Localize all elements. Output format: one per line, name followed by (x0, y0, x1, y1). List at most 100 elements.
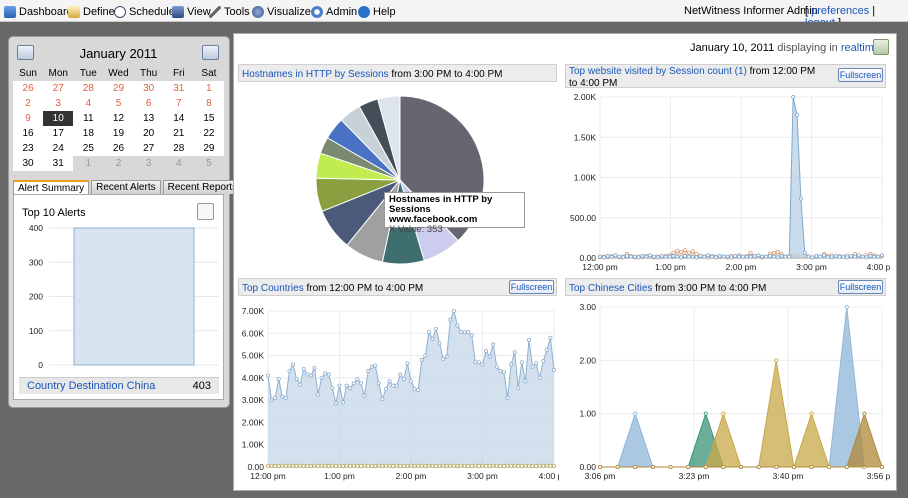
panel-title[interactable]: Top Countries (242, 283, 304, 294)
panel-title[interactable]: Hostnames in HTTP by Sessions (242, 69, 389, 80)
fullscreen-button[interactable]: Fullscreen (509, 280, 554, 294)
calendar-day[interactable]: 19 (103, 126, 134, 141)
menu-schedule[interactable]: Schedule (114, 4, 175, 19)
data-point (373, 363, 378, 368)
calendar-day[interactable]: 13 (133, 111, 164, 126)
calendar-day[interactable]: 27 (43, 81, 74, 96)
data-point (319, 375, 324, 380)
data-point (459, 463, 464, 468)
data-point (462, 330, 467, 335)
calendar-day[interactable]: 30 (133, 81, 164, 96)
calendar-day[interactable]: 27 (133, 141, 164, 156)
data-point (269, 463, 274, 468)
data-point (675, 254, 680, 259)
data-point (526, 463, 531, 468)
data-point (426, 463, 431, 468)
data-point (737, 254, 742, 259)
calendar-day-selected[interactable]: 10 (43, 111, 74, 126)
calendar-day[interactable]: 11 (73, 111, 104, 126)
refresh-icon[interactable] (873, 39, 889, 55)
calendar-day[interactable]: 22 (193, 126, 224, 141)
calendar-day[interactable]: 30 (13, 156, 44, 171)
calendar-day[interactable]: 31 (43, 156, 74, 171)
data-point (480, 362, 485, 367)
y-tick-label: 400 (29, 223, 43, 233)
calendar-day[interactable]: 6 (133, 96, 164, 111)
y-tick-label: 3.00 (579, 302, 596, 312)
calendar-day[interactable]: 8 (193, 96, 224, 111)
data-point (837, 254, 842, 259)
series-area (600, 360, 882, 467)
calendar-day[interactable]: 7 (163, 96, 194, 111)
y-tick-label: 5.00K (242, 351, 265, 361)
data-point (358, 381, 363, 386)
menu-dashboard[interactable]: Dashboard (4, 4, 73, 19)
calendar-day[interactable]: 5 (193, 156, 224, 171)
realtime-link[interactable]: realtime (840, 42, 880, 54)
calendar-day[interactable]: 1 (73, 156, 104, 171)
data-point (416, 463, 421, 468)
calendar-day[interactable]: 15 (193, 111, 224, 126)
menu-visualize[interactable]: Visualize (252, 4, 311, 19)
next-month-button[interactable] (202, 45, 219, 60)
menu-admin[interactable]: Admin (311, 4, 357, 19)
calendar-day[interactable]: 9 (13, 111, 44, 126)
calendar-day[interactable]: 5 (103, 96, 134, 111)
calendar-day[interactable]: 26 (13, 81, 44, 96)
data-point (451, 308, 456, 313)
calendar-day[interactable]: 25 (73, 141, 104, 156)
calendar-day[interactable]: 21 (163, 126, 194, 141)
calendar-day[interactable]: 28 (73, 81, 104, 96)
calendar-day[interactable]: 2 (13, 96, 44, 111)
calendar-day[interactable]: 17 (43, 126, 74, 141)
panel-title[interactable]: Top website visited by Session count (1) (569, 66, 747, 77)
dashboard-icon (4, 5, 16, 18)
calendar-day[interactable]: 4 (163, 156, 194, 171)
calendar-day[interactable]: 3 (43, 96, 74, 111)
data-point (791, 95, 796, 100)
tooltip-value: X Value: 353 (389, 224, 443, 235)
y-tick-label: 6.00K (242, 328, 265, 338)
alert-link[interactable]: Country Destination China (27, 380, 156, 392)
calendar-day[interactable]: 3 (133, 156, 164, 171)
calendar-day[interactable]: 20 (133, 126, 164, 141)
edit-icon[interactable] (197, 203, 214, 220)
calendar-day[interactable]: 18 (73, 126, 104, 141)
calendar-day[interactable]: 16 (13, 126, 44, 141)
menu-bar: Dashboard Define Schedule View Tools Vis… (0, 0, 908, 29)
calendar-day[interactable]: 14 (163, 111, 194, 126)
data-point (369, 364, 374, 369)
prev-month-button[interactable] (17, 45, 34, 60)
menu-tools[interactable]: Tools (209, 4, 250, 19)
calendar-day[interactable]: 1 (193, 81, 224, 96)
calendar-day[interactable]: 4 (73, 96, 104, 111)
menu-view[interactable]: View (172, 4, 211, 19)
tab-recent-reports[interactable]: Recent Reports (162, 180, 243, 194)
data-point (779, 254, 784, 259)
calendar-day[interactable]: 24 (43, 141, 74, 156)
panel-title[interactable]: Top Chinese Cities (569, 283, 653, 294)
data-point (341, 464, 346, 469)
preferences-link[interactable]: preferences (811, 5, 870, 17)
fullscreen-button[interactable]: Fullscreen (838, 68, 883, 82)
data-point (841, 254, 846, 259)
menu-help[interactable]: Help (358, 4, 396, 19)
calendar-day[interactable]: 31 (163, 81, 194, 96)
data-point (652, 254, 657, 259)
data-point (437, 341, 442, 346)
calendar-day[interactable]: 12 (103, 111, 134, 126)
calendar-day[interactable]: 26 (103, 141, 134, 156)
calendar-day[interactable]: 29 (193, 141, 224, 156)
menu-define[interactable]: Define (68, 4, 115, 19)
calendar-day[interactable]: 29 (103, 81, 134, 96)
y-tick-label: 100 (29, 326, 43, 336)
calendar-day[interactable]: 2 (103, 156, 134, 171)
fullscreen-button[interactable]: Fullscreen (838, 280, 883, 294)
tab-alert-summary[interactable]: Alert Summary (13, 180, 90, 194)
data-point (323, 463, 328, 468)
tab-recent-alerts[interactable]: Recent Alerts (91, 180, 161, 194)
data-point (721, 411, 726, 416)
calendar-day[interactable]: 23 (13, 141, 44, 156)
data-point (408, 463, 413, 468)
calendar-day[interactable]: 28 (163, 141, 194, 156)
